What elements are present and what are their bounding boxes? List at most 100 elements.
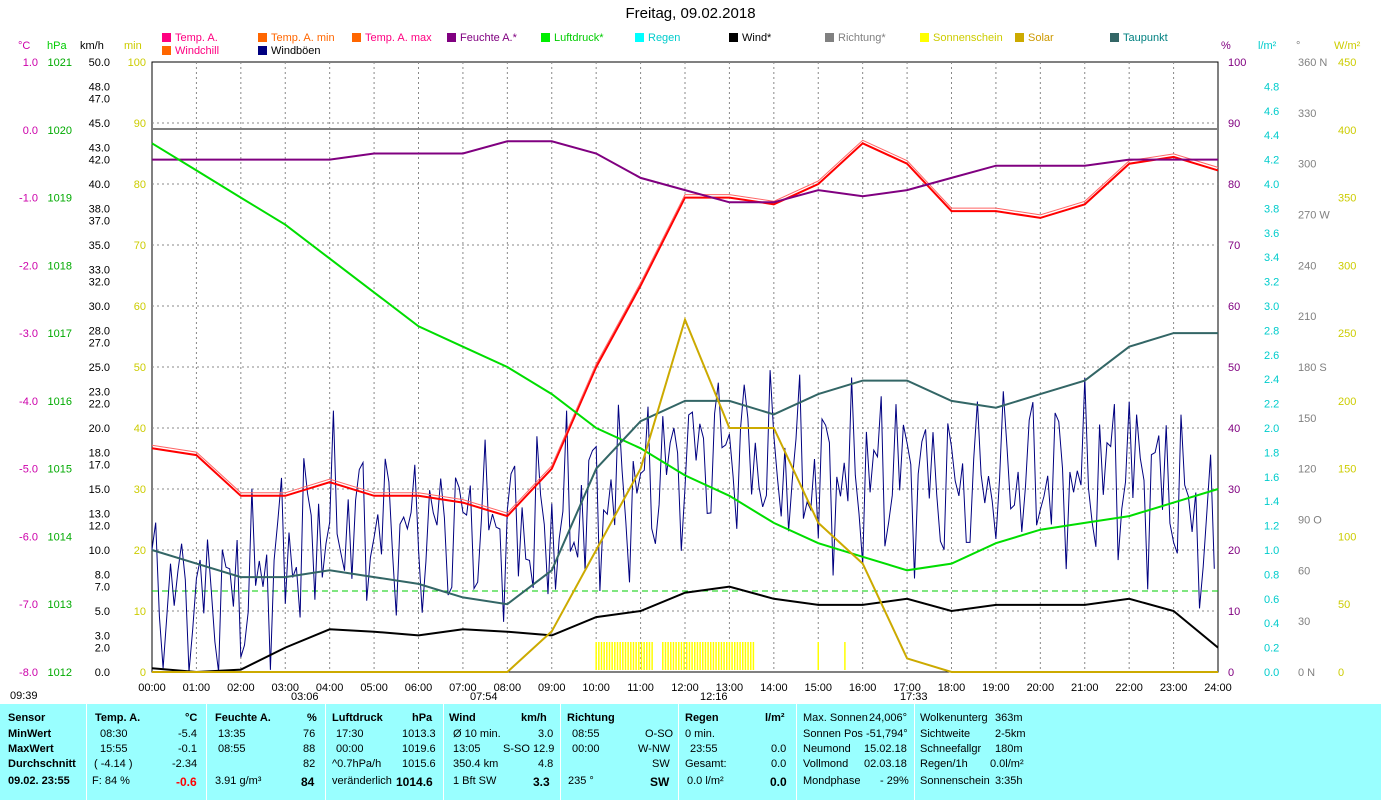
hpa-tick: 1015	[48, 464, 72, 476]
lm2-tick: 3.2	[1264, 277, 1279, 289]
kmh-tick: 48.0	[89, 81, 110, 93]
legend-swatch	[162, 33, 171, 42]
temp-unit: °C	[185, 712, 198, 724]
chart-title: Freitag, 09.02.2018	[625, 5, 756, 22]
time-tick: 11:00	[627, 682, 654, 694]
press-unit: hPa	[412, 712, 433, 724]
time-tick: 17:00	[893, 682, 921, 694]
min-tick: 60	[134, 301, 146, 313]
temp-current-value: -0.6	[176, 775, 197, 789]
lm2-tick: 3.4	[1264, 252, 1279, 264]
kmh-tick: 20.0	[89, 423, 110, 435]
legend-item: Solar	[1015, 32, 1054, 44]
time-tick: 04:00	[316, 682, 344, 694]
snowline-label: Schneefallgr	[920, 743, 982, 755]
min-tick: 0	[140, 667, 146, 679]
dir-head: Richtung	[567, 712, 615, 724]
temp-min-time: 08:30	[100, 728, 128, 740]
kmh-tick: 32.0	[89, 277, 110, 289]
sunshine-value: 3:35h	[995, 775, 1023, 787]
legend-label: Temp. A. min	[271, 32, 335, 44]
cloud-base-value: 363m	[995, 712, 1023, 724]
wind-avg-value: 4.8	[538, 758, 554, 770]
marker-t4: 17:33	[900, 691, 928, 703]
marker-t2: 07:54	[470, 691, 498, 703]
legend-item: Feuchte A.*	[447, 32, 517, 44]
unit-kmh: km/h	[80, 40, 104, 52]
hum-current-value: 84	[301, 775, 315, 789]
hpa-tick: 1016	[48, 396, 72, 408]
hpa-tick: 1017	[48, 328, 72, 340]
kmh-tick: 43.0	[89, 142, 110, 154]
unit-percent: %	[1221, 40, 1231, 52]
rain-day: 0.0 l/m²	[687, 775, 724, 787]
lm2-tick: 2.2	[1264, 399, 1279, 411]
pct-tick: 0	[1228, 667, 1234, 679]
time-tick: 00:00	[138, 682, 166, 694]
temp-tick: 1.0	[23, 57, 38, 69]
dir-min-time: 08:55	[572, 728, 600, 740]
hpa-tick: 1013	[48, 599, 72, 611]
legend-item: Temp. A. max	[352, 32, 432, 44]
summary-panel: Sensor MinWert MaxWert Durchschnitt 09.0…	[0, 704, 1381, 800]
kmh-tick: 37.0	[89, 216, 110, 228]
kmh-tick: 10.0	[89, 545, 110, 557]
lm2-tick: 4.2	[1264, 155, 1279, 167]
moon-phase-value: - 29%	[880, 775, 909, 787]
sunrise-marker: 09:39	[10, 690, 38, 702]
temp-tick: -6.0	[19, 531, 38, 543]
lm2-tick: 3.6	[1264, 228, 1279, 240]
deg-tick: 90 O	[1298, 515, 1322, 527]
deg-tick: 180 S	[1298, 362, 1327, 374]
legend-swatch	[258, 46, 267, 55]
time-tick: 09:00	[538, 682, 566, 694]
wind-avg-label: Ø 10 min.	[453, 728, 501, 740]
lm2-tick: 1.4	[1264, 496, 1279, 508]
rain-unit: l/m²	[765, 712, 785, 724]
lm2-tick: 2.6	[1264, 350, 1279, 362]
deg-tick: 30	[1298, 616, 1310, 628]
legend-swatch	[825, 33, 834, 42]
wm2-tick: 200	[1338, 396, 1356, 408]
wm2-tick: 100	[1338, 531, 1356, 543]
legend-item: Wind*	[729, 32, 771, 44]
kmh-tick: 3.0	[95, 630, 110, 642]
min-tick: 90	[134, 118, 146, 130]
lm2-tick: 4.0	[1264, 179, 1279, 191]
time-tick: 02:00	[227, 682, 255, 694]
legend-item: Windböen	[258, 45, 321, 57]
deg-tick: 270 W	[1298, 210, 1330, 222]
pct-tick: 60	[1228, 301, 1240, 313]
min-tick: 50	[134, 362, 146, 374]
deg-tick: 150	[1298, 413, 1316, 425]
pct-tick: 70	[1228, 240, 1240, 252]
pct-tick: 10	[1228, 606, 1240, 618]
pct-tick: 50	[1228, 362, 1240, 374]
pct-tick: 90	[1228, 118, 1240, 130]
dir-max-time: 00:00	[572, 743, 600, 755]
legend-label: Wind*	[742, 32, 772, 44]
lm2-tick: 4.8	[1264, 81, 1279, 93]
hpa-tick: 1012	[48, 667, 72, 679]
kmh-tick: 25.0	[89, 362, 110, 374]
unit-wm2: W/m²	[1334, 40, 1361, 52]
kmh-tick: 5.0	[95, 606, 110, 618]
kmh-tick: 15.0	[89, 484, 110, 496]
time-tick: 21:00	[1071, 682, 1099, 694]
time-tick: 12:00	[671, 682, 699, 694]
press-head: Luftdruck	[332, 712, 383, 724]
time-tick: 07:00	[449, 682, 477, 694]
press-max-value: 1019.6	[402, 743, 436, 755]
hum-max-value: 88	[303, 743, 316, 755]
time-tick: 08:00	[494, 682, 522, 694]
temp-tick: -7.0	[19, 599, 38, 611]
temp-tick: -4.0	[19, 396, 38, 408]
lm2-tick: 3.8	[1264, 203, 1279, 215]
press-trend: ^0.7hPa/h	[332, 758, 382, 770]
kmh-tick: 13.0	[89, 508, 110, 520]
time-tick: 23:00	[1160, 682, 1188, 694]
kmh-tick: 18.0	[89, 447, 110, 459]
legend-label: Taupunkt	[1123, 32, 1168, 44]
wm2-tick: 400	[1338, 125, 1356, 137]
pct-tick: 40	[1228, 423, 1240, 435]
